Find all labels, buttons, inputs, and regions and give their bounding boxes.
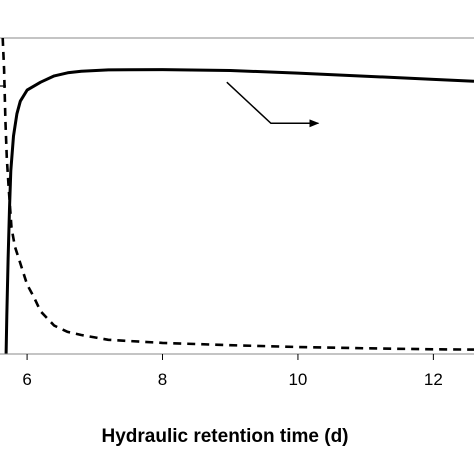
series-line-solid [4,68,474,355]
series-line-dashed [1,37,474,351]
x-tick-label: 12 [424,370,443,389]
x-tick-label: 6 [22,370,31,389]
annotation-arrow [226,81,320,128]
x-tick-label: 8 [158,370,167,389]
x-axis-title: Hydraulic retention time (d) [101,426,348,447]
x-tick-label: 10 [288,370,307,389]
